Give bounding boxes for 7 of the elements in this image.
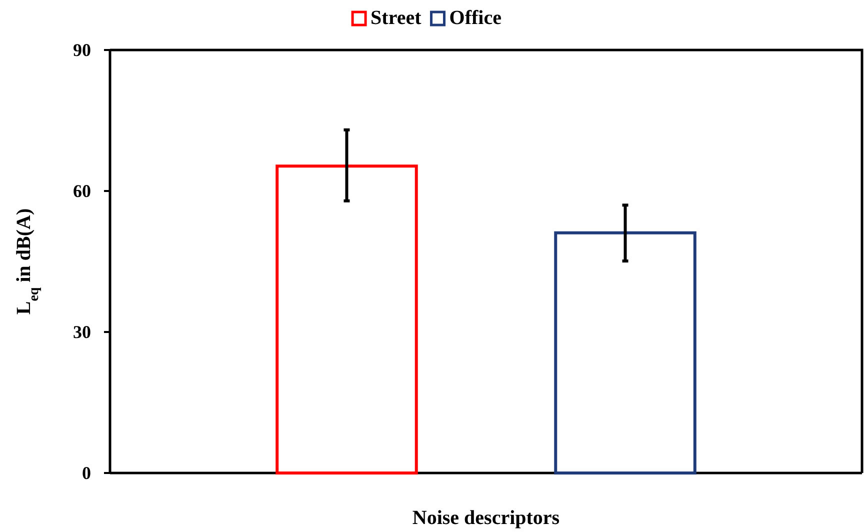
legend-label: Office [449,7,502,29]
legend-label: Street [370,7,422,29]
y-tick-label: 60 [73,180,91,201]
y-tick-label: 30 [73,322,91,342]
y-tick-label: 90 [73,40,91,60]
y-tick-label: 0 [82,462,91,483]
x-axis-title: Noise descriptors [412,507,560,529]
